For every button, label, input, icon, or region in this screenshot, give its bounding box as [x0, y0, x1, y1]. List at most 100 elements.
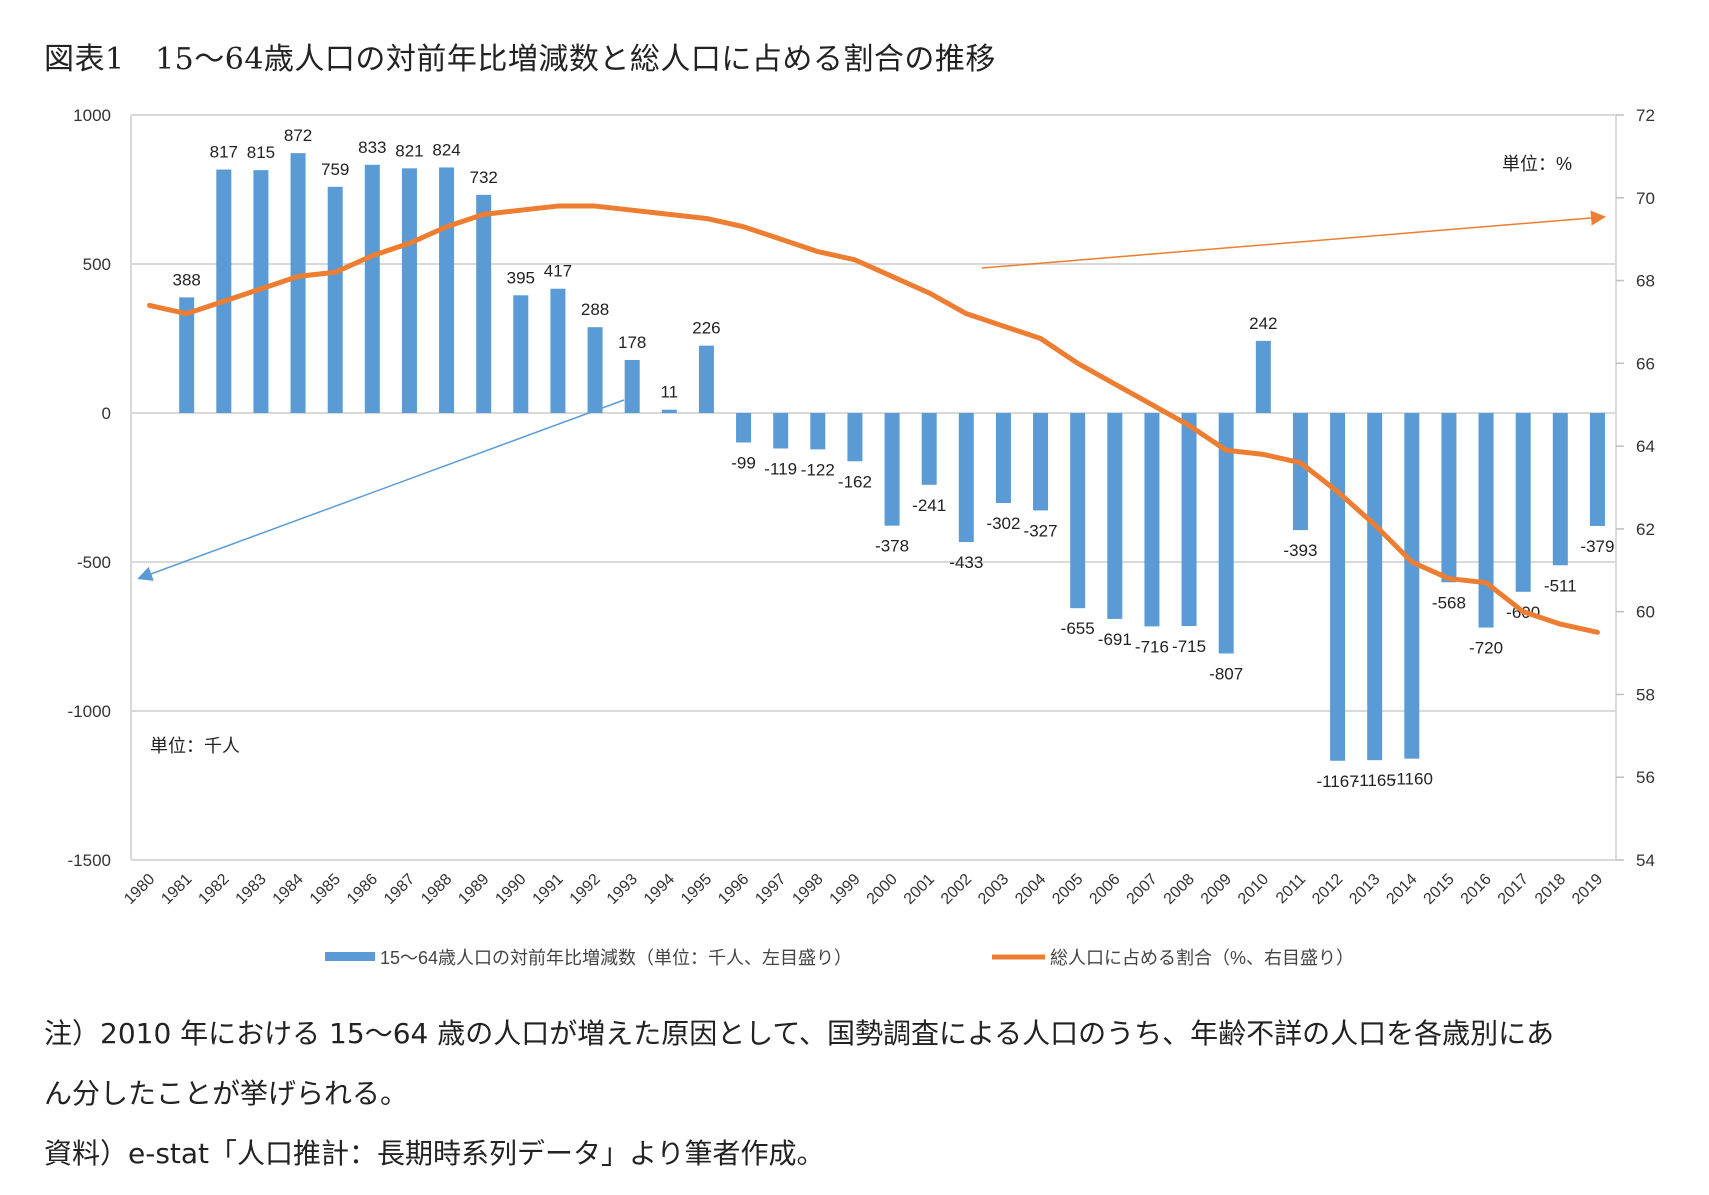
legend-label-line: 総人口に占める割合（%、右目盛り） [1050, 948, 1354, 968]
x-axis-tick-label: 2017 [1495, 871, 1532, 908]
data-label: 226 [692, 319, 720, 338]
bar [958, 413, 974, 543]
bar [364, 164, 380, 413]
bar [1552, 413, 1568, 566]
bar [1107, 413, 1123, 619]
data-label: -393 [1283, 541, 1317, 560]
x-axis-tick-label: 1982 [195, 871, 232, 908]
data-label: -655 [1061, 619, 1095, 638]
x-axis-tick-label: 2009 [1198, 871, 1235, 908]
right-axis-tick-label: 60 [1636, 603, 1655, 622]
x-axis-tick-label: 1992 [567, 871, 604, 908]
x-axis-tick-label: 2006 [1086, 871, 1123, 908]
x-axis-tick-label: 2014 [1383, 871, 1420, 908]
data-label: 824 [432, 140, 460, 159]
left-axis-tick-label: 1000 [73, 106, 111, 125]
data-label: 815 [247, 143, 275, 162]
data-label: 242 [1249, 314, 1277, 333]
bar [1330, 413, 1346, 761]
footnote-continued: ん分したことが挙げられる。 [44, 1077, 409, 1110]
x-axis-tick-label: 2019 [1569, 871, 1606, 908]
x-axis-tick-label: 2018 [1532, 871, 1569, 908]
data-label: 732 [470, 168, 498, 187]
right-axis-arrow [981, 210, 1606, 269]
data-label: 817 [210, 143, 238, 162]
bar [1144, 413, 1160, 627]
data-label: -327 [1024, 521, 1058, 540]
footnote: 注）2010 年における 15～64 歳の人口が増えた原因として、国勢調査による… [44, 1017, 1555, 1050]
bar [1181, 413, 1197, 627]
right-axis-tick-label: 54 [1636, 851, 1655, 870]
x-axis-tick-label: 1984 [270, 871, 307, 908]
data-label: -433 [949, 553, 983, 572]
x-axis-tick-label: 1980 [121, 871, 158, 908]
data-label: 395 [507, 268, 535, 287]
chart-title: 図表1 15～64歳人口の対前年比増減数と総人口に占める割合の推移 [44, 42, 996, 77]
x-axis-tick-label: 1997 [752, 871, 789, 908]
left-axis-tick-label: 500 [83, 255, 111, 274]
right-axis-tick-label: 64 [1636, 437, 1655, 456]
bar [327, 186, 343, 413]
data-label: -162 [838, 472, 872, 491]
right-axis-tick-label: 62 [1636, 520, 1655, 539]
right-axis-tick-label: 72 [1636, 106, 1655, 125]
bar [439, 167, 455, 413]
data-label: 759 [321, 160, 349, 179]
x-axis-tick-label: 1993 [604, 871, 641, 908]
bar [698, 345, 714, 413]
x-axis-tick-label: 1996 [715, 871, 752, 908]
x-axis-tick-label: 2001 [901, 871, 938, 908]
x-axis-tick-label: 2004 [1012, 871, 1049, 908]
data-label: 388 [173, 270, 201, 289]
right-axis-tick-label: 58 [1636, 685, 1655, 704]
x-axis-tick-label: 2005 [1049, 871, 1086, 908]
data-label: 872 [284, 126, 312, 145]
x-axis-tick-label: 1990 [492, 871, 529, 908]
x-axis-tick-label: 2012 [1309, 871, 1346, 908]
x-axis-tick-label: 2000 [864, 871, 901, 908]
data-label: 178 [618, 333, 646, 352]
bar [179, 297, 195, 413]
right-axis-tick-label: 56 [1636, 768, 1655, 787]
bar [1292, 413, 1308, 531]
data-label: -511 [1544, 576, 1577, 595]
x-axis-tick-label: 1986 [344, 871, 381, 908]
right-axis-tick-label: 66 [1636, 354, 1655, 373]
x-axis-tick-label: 2011 [1273, 871, 1309, 907]
data-label: -241 [912, 496, 946, 515]
data-label: 833 [358, 138, 386, 157]
bar [810, 413, 826, 450]
bar [1478, 413, 1494, 628]
bar [847, 413, 863, 462]
data-label: 821 [395, 141, 423, 160]
x-axis-tick-label: 1991 [530, 871, 567, 908]
data-label: 11 [660, 383, 678, 402]
x-axis-tick-label: 2003 [975, 871, 1012, 908]
data-label: -378 [875, 537, 909, 556]
x-axis-tick-label: 2010 [1235, 871, 1272, 908]
bar [1033, 413, 1049, 511]
bar [513, 295, 529, 413]
legend-swatch-bar [325, 952, 375, 961]
bar [253, 170, 269, 413]
data-label: -119 [764, 459, 797, 478]
bar [624, 359, 640, 413]
combo-chart: 1000 500 0 -500 -1000 -1500 72 70 68 66 64 62 60 58 56… [68, 106, 1655, 968]
data-label: -691 [1098, 630, 1132, 649]
data-label: -720 [1469, 639, 1503, 658]
data-label: -716 [1135, 637, 1169, 656]
left-axis-tick-label: -500 [77, 553, 111, 572]
data-label: 417 [544, 262, 572, 281]
left-axis-arrow [137, 399, 625, 581]
legend-label-bar: 15～64歳人口の対前年比増減数（単位：千人、左目盛り） [380, 948, 852, 968]
bar [476, 194, 492, 413]
data-label: -1160 [1391, 770, 1433, 789]
bar [736, 413, 752, 443]
data-label: -715 [1172, 637, 1206, 656]
x-axis-tick-label: 2007 [1124, 871, 1161, 908]
right-axis-tick-label: 70 [1636, 189, 1655, 208]
data-label: -1165 [1354, 771, 1396, 790]
bar [1441, 413, 1457, 583]
data-label: -807 [1209, 664, 1243, 683]
x-axis-tick-label: 1987 [381, 871, 418, 908]
